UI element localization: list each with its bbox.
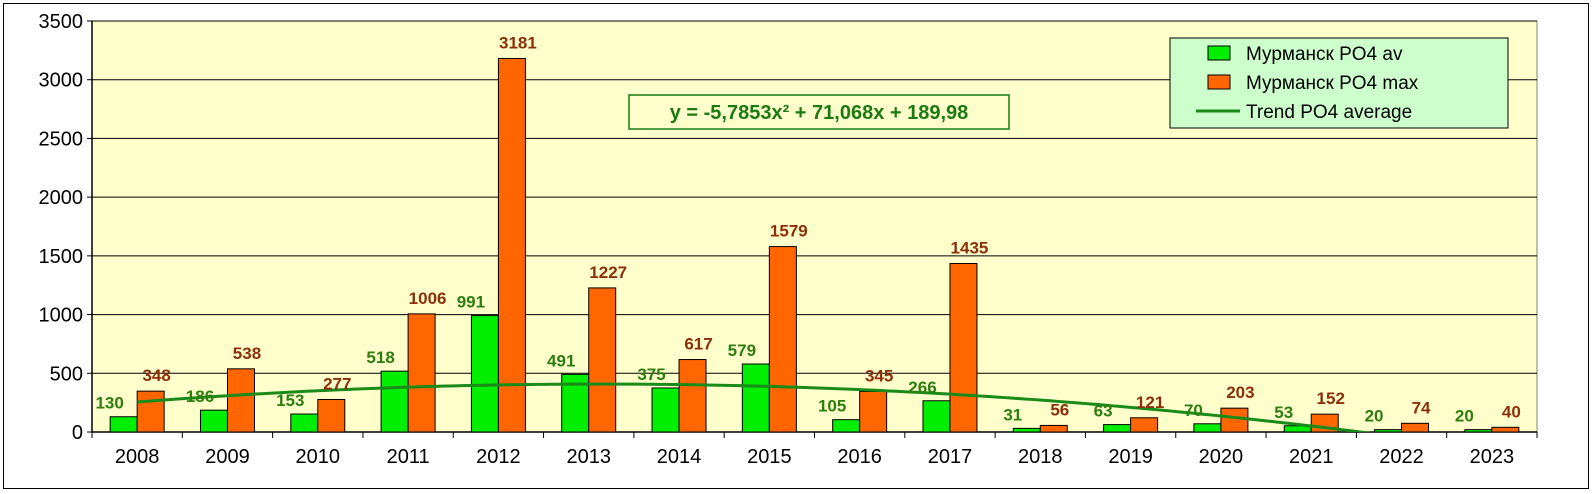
x-tick-label: 2022 xyxy=(1379,446,1424,468)
data-label-average: 375 xyxy=(637,365,665,384)
y-tick-label: 1000 xyxy=(39,305,84,327)
data-label-average: 130 xyxy=(95,394,123,413)
legend-item-average-swatch xyxy=(1207,45,1231,61)
bar-max xyxy=(949,262,978,433)
data-label-max: 1579 xyxy=(770,222,808,241)
bar-max xyxy=(497,57,526,433)
bar-average xyxy=(651,387,680,433)
data-label-max: 277 xyxy=(323,374,351,393)
y-tick-label: 2500 xyxy=(39,128,84,150)
x-tick-label: 2014 xyxy=(657,446,702,468)
x-tick-label: 2009 xyxy=(205,446,250,468)
data-label-average: 31 xyxy=(1003,405,1022,424)
bar-max xyxy=(1401,422,1430,433)
data-label-max: 538 xyxy=(233,344,261,363)
x-tick-label: 2011 xyxy=(387,446,430,468)
data-label-average: 70 xyxy=(1184,401,1203,420)
x-tick-label: 2021 xyxy=(1289,446,1334,468)
y-tick-label: 3500 xyxy=(39,11,84,33)
legend-item-trend-label: Trend PO4 average xyxy=(1246,102,1412,123)
trend-equation: y = -5,7853x² + 71,068x + 189,98 xyxy=(670,102,969,124)
bar-max xyxy=(588,287,617,433)
bar-average xyxy=(1374,429,1403,433)
bar-max xyxy=(1130,417,1159,433)
bar-max xyxy=(317,398,346,433)
data-label-average: 991 xyxy=(457,293,485,312)
legend-item-average-label: Мурманск PO4 av xyxy=(1246,44,1403,65)
data-label-max: 348 xyxy=(142,366,170,385)
x-tick-label: 2017 xyxy=(928,446,973,468)
data-label-max: 56 xyxy=(1050,400,1069,419)
x-tick-label: 2019 xyxy=(1108,446,1153,468)
x-tick-label: 2016 xyxy=(837,446,882,468)
bar-max xyxy=(407,313,436,433)
data-label-average: 153 xyxy=(276,391,304,410)
legend-item-max-label: Мурманск PO4 max xyxy=(1246,73,1419,94)
x-tick-label: 2015 xyxy=(747,446,792,468)
data-label-max: 40 xyxy=(1502,402,1521,421)
data-label-average: 518 xyxy=(366,348,394,367)
data-label-max: 1227 xyxy=(589,263,627,282)
data-label-max: 152 xyxy=(1317,389,1345,408)
x-tick-label: 2018 xyxy=(1018,446,1063,468)
trend-line xyxy=(137,382,1373,432)
x-tick-label: 2010 xyxy=(296,446,341,468)
bar-max xyxy=(1491,426,1520,433)
data-label-max: 345 xyxy=(865,366,893,385)
trend-equation-box xyxy=(628,94,1010,130)
data-label-average: 266 xyxy=(908,378,936,397)
bar-average xyxy=(741,363,770,433)
bar-average xyxy=(1464,429,1493,433)
legend-item-max-swatch xyxy=(1207,74,1231,90)
bar-max xyxy=(678,359,707,433)
bar-average xyxy=(832,419,861,433)
data-label-max: 3181 xyxy=(499,33,537,52)
data-label-max: 203 xyxy=(1226,383,1254,402)
bar-average xyxy=(470,315,499,433)
data-label-average: 53 xyxy=(1274,403,1293,422)
data-label-max: 617 xyxy=(684,335,712,354)
bar-average xyxy=(1012,427,1041,433)
data-label-average: 491 xyxy=(547,351,575,370)
bar-max xyxy=(226,368,255,433)
bar-average xyxy=(109,416,138,433)
data-label-max: 1006 xyxy=(409,289,447,308)
x-tick-label: 2012 xyxy=(476,446,521,468)
y-tick-label: 2000 xyxy=(39,187,84,209)
bar-max xyxy=(1220,407,1249,433)
x-tick-label: 2013 xyxy=(566,446,611,468)
data-label-max: 1435 xyxy=(951,238,989,257)
bar-average xyxy=(1103,424,1132,433)
bar-average xyxy=(380,370,409,433)
data-label-average: 20 xyxy=(1455,407,1474,426)
bar-max xyxy=(1039,424,1068,433)
data-label-max: 121 xyxy=(1136,393,1164,412)
y-tick-label: 500 xyxy=(50,363,83,385)
y-tick-label: 1500 xyxy=(39,246,84,268)
bar-average xyxy=(1193,423,1222,433)
bar-max xyxy=(136,390,165,433)
x-tick-label: 2020 xyxy=(1199,446,1244,468)
bar-max xyxy=(859,390,888,433)
y-tick-label: 3000 xyxy=(39,70,84,92)
data-label-max: 74 xyxy=(1412,398,1431,417)
x-tick-label: 2008 xyxy=(115,446,160,468)
bar-average xyxy=(199,409,228,433)
y-tick-label: 0 xyxy=(72,422,83,444)
x-tick-label: 2023 xyxy=(1470,446,1515,468)
bar-average xyxy=(922,400,951,433)
data-label-average: 105 xyxy=(818,397,846,416)
data-label-average: 579 xyxy=(728,341,756,360)
data-label-average: 20 xyxy=(1365,407,1384,426)
data-label-average: 186 xyxy=(186,387,214,406)
data-label-average: 63 xyxy=(1094,402,1113,421)
bar-average xyxy=(290,413,319,433)
bar-max xyxy=(768,246,797,433)
